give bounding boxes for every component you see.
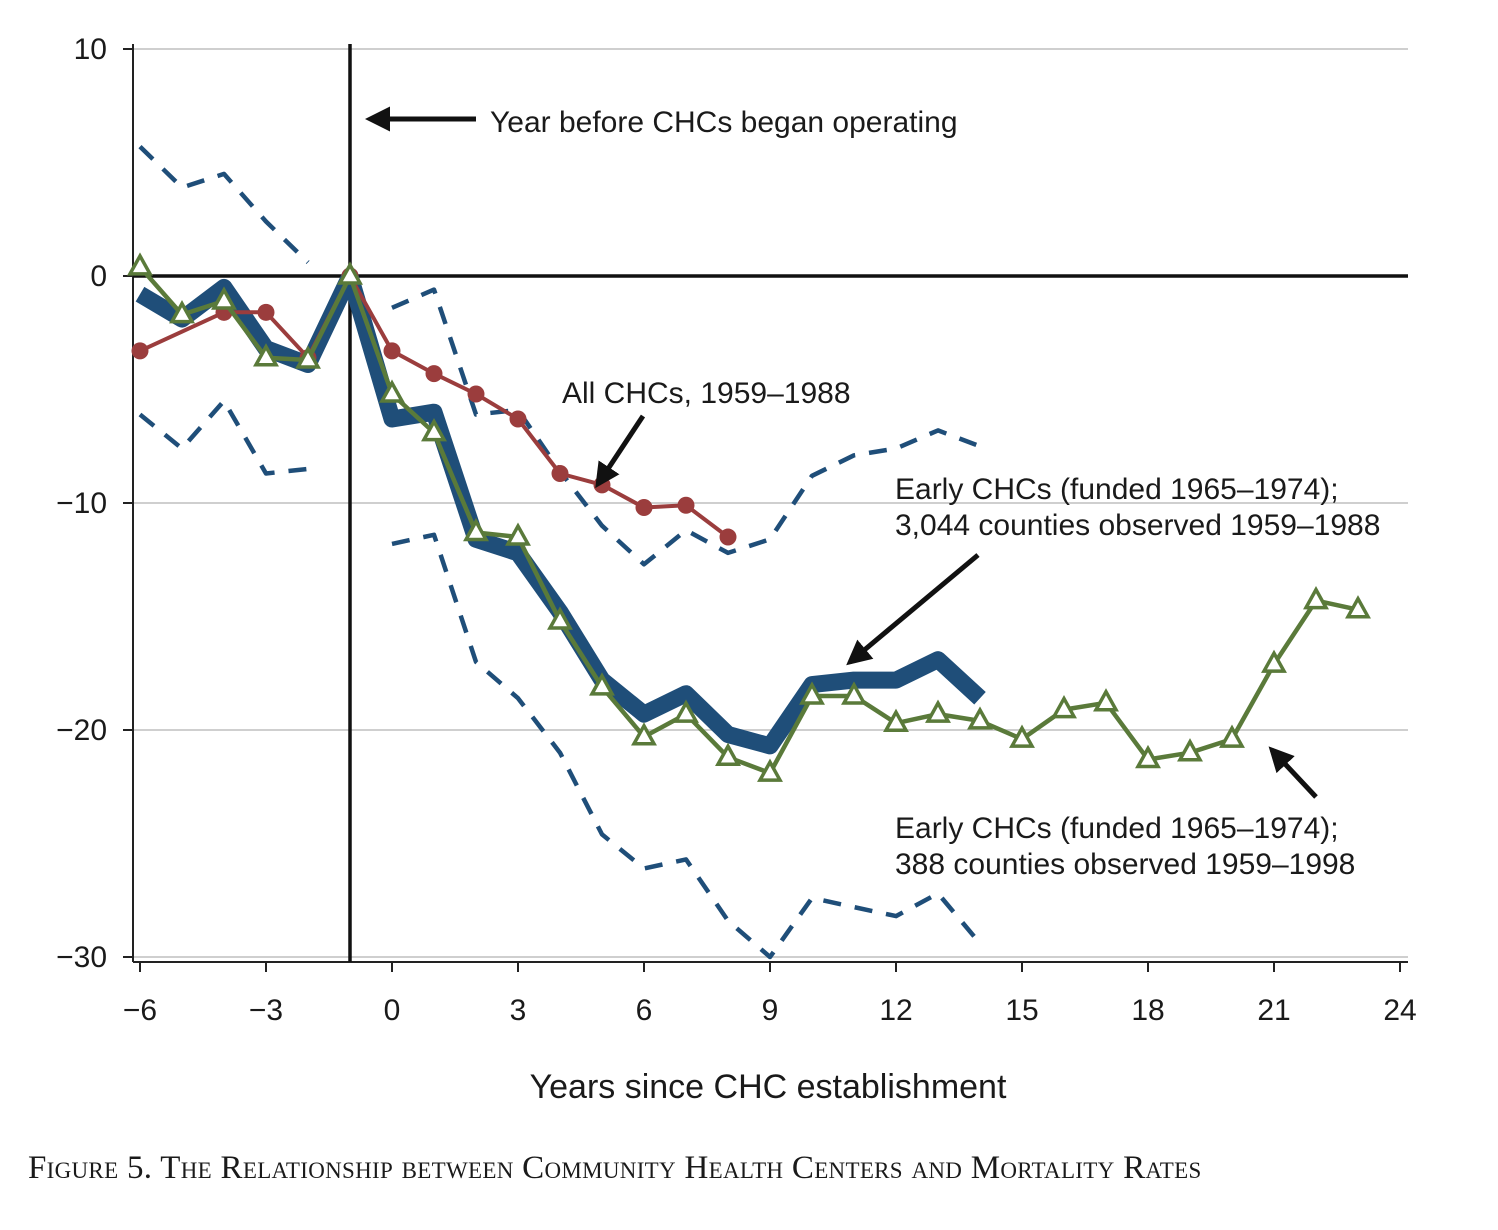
data-point: [337, 261, 363, 285]
data-point: [1177, 738, 1203, 762]
data-point: [1345, 595, 1371, 619]
x-tick-label: 0: [384, 994, 401, 1027]
ci-dashed-line: [391, 532, 982, 960]
series-4: [127, 252, 1371, 782]
data-point: [383, 342, 401, 360]
series-layer: [127, 144, 1371, 960]
annotation-text: Year before CHCs began operating: [490, 106, 958, 139]
data-point: [841, 681, 867, 705]
x-tick-label: −6: [123, 994, 157, 1027]
data-point: [883, 708, 909, 732]
x-tick-label: 3: [510, 994, 527, 1027]
y-tick-label: −10: [56, 487, 107, 520]
data-point: [1093, 688, 1119, 712]
data-point: [425, 365, 443, 383]
data-point: [719, 528, 737, 546]
x-tick-label: 15: [1005, 994, 1038, 1027]
data-point: [673, 699, 699, 723]
data-point: [925, 699, 951, 723]
data-point: [131, 342, 149, 360]
annotation-text: 388 counties observed 1959–1998: [895, 848, 1355, 881]
data-point: [715, 742, 741, 766]
data-point: [421, 418, 447, 442]
data-point: [257, 303, 275, 321]
annotation-text: 3,044 counties observed 1959–1988: [895, 509, 1380, 542]
data-point: [677, 496, 695, 514]
annotation-arrow: [595, 414, 646, 489]
ci-dashed-line: [138, 144, 310, 265]
y-tick-label: −30: [56, 941, 107, 974]
data-point: [967, 706, 993, 730]
annotation-text: Early CHCs (funded 1965–1974);: [895, 812, 1339, 845]
figure-caption: Figure 5. The Relationship between Commu…: [28, 1150, 1202, 1186]
x-tick-label: 21: [1257, 994, 1290, 1027]
x-tick-label: 9: [762, 994, 779, 1027]
data-point: [509, 410, 527, 428]
data-point: [799, 681, 825, 705]
annotation-arrow: [1268, 746, 1318, 799]
series-2: [138, 398, 982, 960]
data-point: [551, 464, 569, 482]
data-point: [635, 499, 653, 517]
x-tick-label: 6: [636, 994, 653, 1027]
data-point: [463, 517, 489, 542]
data-point: [1303, 586, 1329, 610]
annotation-3: Early CHCs (funded 1965–1974);388 counti…: [895, 746, 1355, 881]
y-tick-label: −20: [56, 714, 107, 747]
data-point: [631, 722, 657, 746]
x-axis-label: Years since CHC establishment: [530, 1068, 1007, 1106]
x-tick-label: 18: [1131, 994, 1164, 1027]
ci-dashed-line: [391, 287, 981, 567]
annotation-text: Early CHCs (funded 1965–1974);: [895, 473, 1339, 506]
y-tick-label: 10: [74, 33, 107, 66]
data-point: [253, 343, 279, 367]
axes: [123, 44, 1408, 972]
annotations: Year before CHCs began operating All CHCs…: [365, 106, 1380, 881]
data-point: [1051, 694, 1077, 719]
data-point: [1219, 724, 1245, 748]
data-point: [169, 299, 195, 324]
x-tick-label: −3: [249, 994, 283, 1027]
data-point: [211, 286, 237, 310]
data-point: [127, 252, 153, 276]
data-point: [379, 379, 405, 403]
ci-dashed-line: [138, 398, 309, 476]
data-point: [467, 385, 485, 403]
data-point: [295, 345, 321, 369]
data-point: [1009, 724, 1035, 748]
annotation-0: Year before CHCs began operating: [365, 106, 958, 139]
data-point: [757, 758, 783, 782]
annotation-2: Early CHCs (funded 1965–1974);3,044 coun…: [846, 473, 1380, 666]
chart: 100−10−20−30−6 −3 0 3 6 9 12 15 18 21 24 Year befo…: [56, 33, 1417, 1106]
tick-labels: 100−10−20−30−6 −3 0 3 6 9 12 15 18 21 24: [56, 33, 1417, 1027]
x-tick-label: 24: [1383, 994, 1416, 1027]
series-1: [138, 144, 981, 567]
data-point: [1135, 744, 1161, 769]
annotation-1: All CHCs, 1959–1988: [562, 377, 851, 489]
data-point: [1261, 649, 1287, 673]
annotation-arrow: [846, 553, 980, 666]
data-point: [505, 522, 531, 546]
x-tick-label: 12: [879, 994, 912, 1027]
y-tick-label: 0: [90, 260, 107, 293]
data-point: [547, 606, 573, 630]
annotation-text: All CHCs, 1959–1988: [562, 377, 851, 410]
data-point: [589, 672, 615, 696]
